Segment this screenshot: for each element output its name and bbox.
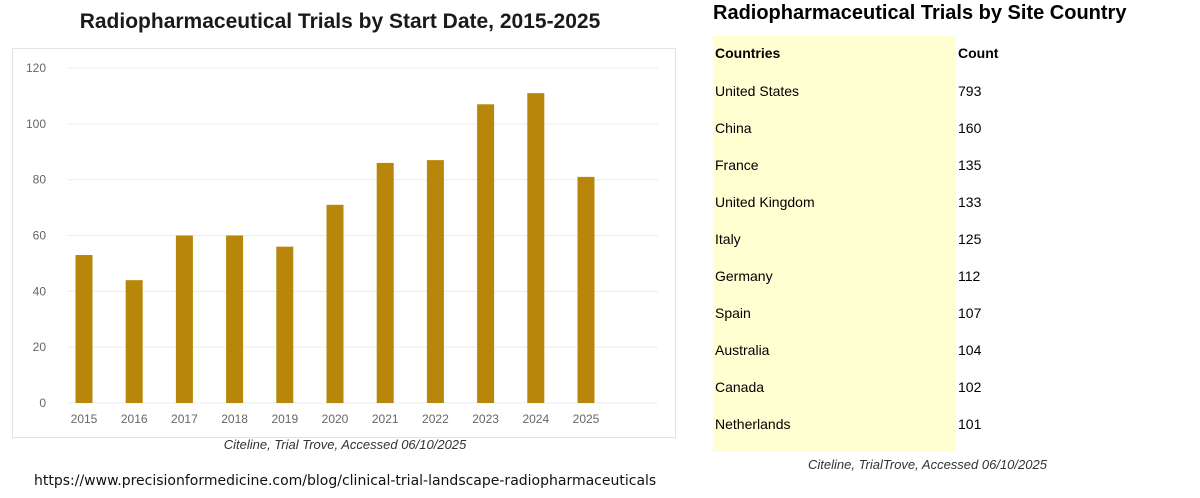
table-row: France 135 (713, 148, 1013, 185)
x-tick-label: 2022 (422, 412, 449, 426)
row-country: Netherlands (715, 416, 791, 432)
table-row: Australia 104 (713, 333, 1013, 370)
row-country: Australia (715, 342, 770, 358)
table-row: Canada 102 (713, 370, 1013, 407)
row-country: France (715, 157, 759, 173)
table-source-note: Citeline, TrialTrove, Accessed 06/10/202… (808, 457, 1047, 472)
row-country: United States (715, 83, 800, 99)
row-count: 102 (958, 379, 982, 395)
bar (326, 204, 344, 403)
y-tick-label: 100 (26, 117, 46, 131)
table-row: United Kingdom 133 (713, 185, 1013, 222)
row-country: Canada (715, 379, 765, 395)
country-table: Countries Count United States 793 China 160… (713, 36, 1013, 452)
country-column-highlight (713, 36, 956, 452)
table-row: United States 793 (713, 74, 1013, 111)
table-row: Italy 125 (713, 222, 1013, 259)
x-tick-label: 2025 (573, 412, 600, 426)
x-tick-label: 2016 (121, 412, 148, 426)
row-count: 160 (958, 120, 982, 136)
row-count: 135 (958, 157, 982, 173)
bar (226, 235, 244, 403)
x-tick-label: 2015 (71, 412, 98, 426)
x-tick-label: 2017 (171, 412, 198, 426)
table-row: China 160 (713, 111, 1013, 148)
row-count: 101 (958, 416, 982, 432)
row-country: China (715, 120, 752, 136)
y-tick-label: 40 (33, 284, 47, 298)
x-tick-label: 2019 (271, 412, 298, 426)
table-row: Spain 107 (713, 296, 1013, 333)
header-countries: Countries (715, 45, 781, 61)
chart-title: Radiopharmaceutical Trials by Start Date… (79, 10, 601, 33)
row-count: 125 (958, 231, 982, 247)
bar (75, 255, 93, 403)
header-count: Count (958, 45, 999, 61)
bar (577, 176, 595, 403)
table-header: Countries Count (713, 36, 1013, 73)
table-title: Radiopharmaceutical Trials by Site Count… (713, 2, 1127, 24)
y-tick-label: 0 (39, 396, 46, 410)
x-tick-label: 2020 (322, 412, 349, 426)
x-tick-label: 2024 (522, 412, 549, 426)
bar (276, 246, 294, 403)
y-tick-label: 80 (33, 173, 47, 187)
bar (125, 280, 143, 403)
bar-chart: 0 20 40 60 80 100 120 2015 2016 2017 2018 2019 2020 2… (26, 61, 658, 426)
row-count: 107 (958, 305, 982, 321)
x-tick-label: 2021 (372, 412, 399, 426)
y-tick-label: 120 (26, 61, 46, 75)
bar (175, 235, 193, 403)
chart-source-note: Citeline, Trial Trove, Accessed 06/10/20… (223, 437, 467, 452)
row-country: Spain (715, 305, 751, 321)
row-country: Italy (715, 231, 741, 247)
footer-url: https://www.precisionformedicine.com/blo… (34, 473, 657, 489)
bar (426, 160, 444, 403)
bar (527, 93, 545, 403)
table-row: Germany 112 (713, 259, 1013, 296)
row-count: 112 (958, 268, 981, 284)
row-country: United Kingdom (715, 194, 815, 210)
row-count: 104 (958, 342, 982, 358)
row-count: 133 (958, 194, 982, 210)
x-tick-label: 2023 (472, 412, 499, 426)
row-country: Germany (715, 268, 773, 284)
y-tick-label: 60 (33, 229, 47, 243)
chart-frame: 0 20 40 60 80 100 120 2015 2016 2017 2018 2019 2020 2… (12, 48, 676, 438)
y-tick-label: 20 (33, 340, 47, 354)
table-row: Netherlands 101 (713, 407, 1013, 444)
bar (477, 104, 495, 403)
x-tick-label: 2018 (221, 412, 248, 426)
row-count: 793 (958, 83, 982, 99)
bar (376, 162, 394, 403)
